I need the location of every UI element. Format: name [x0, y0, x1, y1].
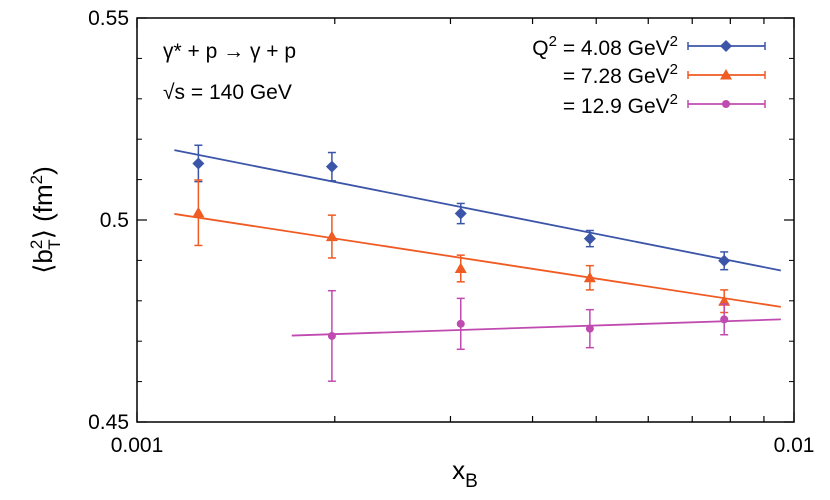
data-point-series-3	[585, 308, 594, 349]
data-point-series-1	[583, 229, 596, 248]
data-points	[192, 144, 731, 382]
legend-sample-series-1	[687, 40, 766, 52]
data-point-series-2	[192, 179, 205, 247]
point-marker	[718, 254, 731, 267]
point-marker	[454, 262, 467, 273]
point-marker	[718, 295, 731, 306]
legend-sample-series-2	[687, 69, 766, 80]
data-point-series-3	[456, 297, 465, 351]
y-tick-label: 0.55	[88, 7, 129, 30]
data-point-series-1	[454, 202, 467, 225]
x-axis-title: xB	[452, 455, 478, 492]
data-point-series-2	[583, 264, 596, 291]
y-tick-label: 0.5	[100, 209, 129, 232]
point-marker	[720, 315, 729, 324]
legend-label-series-3: = 12.9 GeV2	[563, 91, 678, 118]
legend-samples	[687, 40, 766, 108]
fit-line-series-1	[174, 149, 782, 272]
data-point-series-2	[325, 214, 338, 259]
point-marker	[583, 271, 596, 283]
point-marker	[327, 331, 336, 340]
legend-sample-series-3	[687, 100, 766, 108]
point-marker	[192, 157, 205, 170]
point-marker	[454, 207, 467, 220]
point-marker	[192, 206, 205, 218]
fit-line-series-3	[291, 318, 781, 337]
data-point-series-3	[327, 289, 336, 382]
data-point-series-1	[325, 151, 338, 182]
legend-marker	[722, 100, 730, 108]
point-marker	[325, 230, 338, 242]
data-point-series-3	[720, 303, 729, 336]
data-point-series-1	[718, 251, 731, 271]
point-marker	[456, 319, 465, 328]
x-tick-label: 0.001	[111, 434, 164, 457]
process-annotation: γ* + p → γ + p	[163, 40, 296, 63]
data-point-series-2	[454, 254, 467, 283]
axis-ticks	[136, 17, 795, 423]
legend: Q2 = 4.08 GeV2 = 7.28 GeV2 = 12.9 GeV2	[532, 33, 766, 118]
point-marker	[583, 232, 596, 245]
fit-line-series-2	[174, 213, 781, 308]
legend-label-series-1: Q2 = 4.08 GeV2	[532, 33, 678, 60]
energy-annotation: √s = 140 GeV	[163, 81, 292, 104]
y-axis-title: ⟨b2T⟩ (fm2)	[27, 166, 64, 274]
legend-marker	[720, 40, 732, 52]
axis-tick-labels: 0.001 0.01 0.45 0.5 0.55	[88, 7, 814, 457]
legend-label-series-2: = 7.28 GeV2	[563, 61, 678, 88]
x-tick-label: 0.01	[774, 434, 815, 457]
plot-frame	[136, 17, 795, 423]
point-marker	[585, 324, 594, 333]
y-tick-label: 0.45	[88, 411, 129, 434]
point-marker	[325, 160, 338, 173]
fit-lines	[174, 149, 782, 337]
data-point-series-1	[192, 144, 205, 183]
legend-marker	[720, 69, 732, 80]
